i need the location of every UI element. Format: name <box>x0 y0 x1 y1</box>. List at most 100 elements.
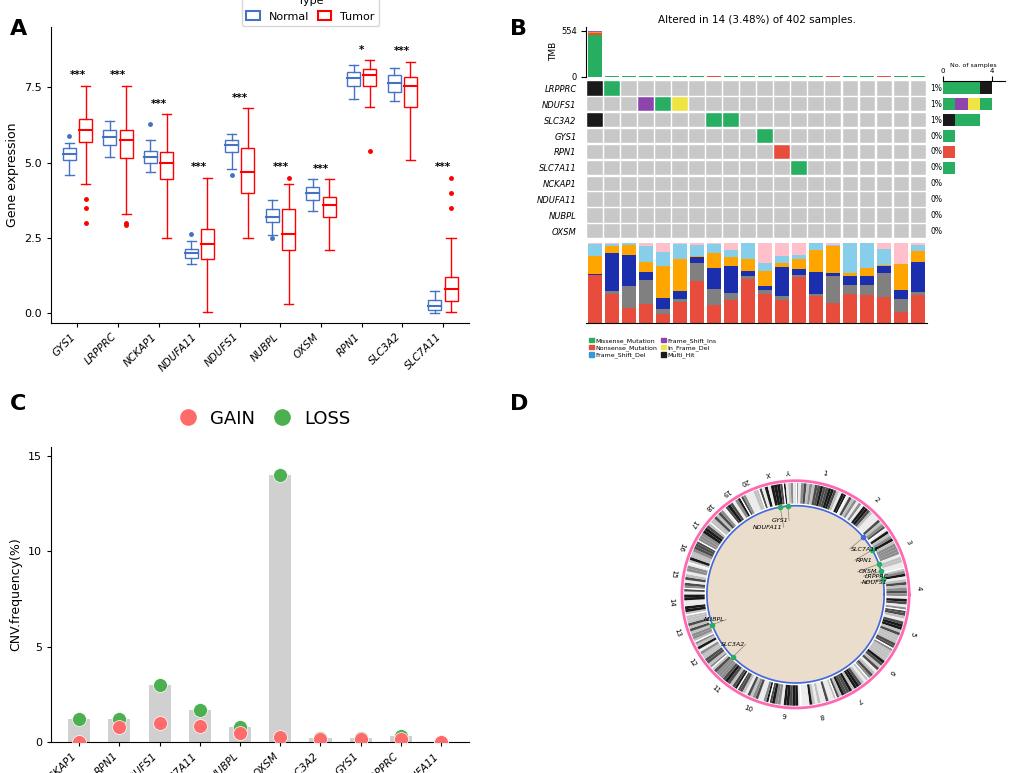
Text: NDUFA11: NDUFA11 <box>752 525 782 530</box>
Bar <box>791 259 806 269</box>
Polygon shape <box>771 683 777 703</box>
Polygon shape <box>799 483 803 504</box>
Polygon shape <box>704 527 722 542</box>
Text: 1%: 1% <box>929 100 942 109</box>
Polygon shape <box>835 494 846 513</box>
Polygon shape <box>808 684 814 704</box>
Bar <box>638 192 653 206</box>
Polygon shape <box>819 681 827 701</box>
Bar <box>723 292 738 300</box>
Bar <box>791 176 806 191</box>
Polygon shape <box>684 585 704 590</box>
Bar <box>757 176 772 191</box>
Polygon shape <box>697 637 716 649</box>
Bar <box>740 81 755 96</box>
Bar <box>201 229 214 259</box>
Bar <box>842 224 857 239</box>
Bar <box>638 280 652 305</box>
Bar <box>689 281 703 322</box>
Point <box>151 717 167 729</box>
Polygon shape <box>773 485 780 506</box>
Polygon shape <box>732 669 745 688</box>
Point <box>111 713 127 725</box>
Polygon shape <box>843 670 856 689</box>
Bar <box>428 300 441 311</box>
Polygon shape <box>701 643 719 657</box>
Bar <box>655 298 669 308</box>
Bar <box>654 161 669 175</box>
Bar <box>910 244 924 251</box>
Polygon shape <box>734 670 747 690</box>
Polygon shape <box>880 624 900 633</box>
Bar <box>824 129 840 143</box>
Polygon shape <box>884 608 905 613</box>
Bar <box>979 98 991 111</box>
Bar <box>655 252 669 266</box>
Polygon shape <box>841 672 854 690</box>
Title: Altered in 14 (3.48%) of 402 samples.: Altered in 14 (3.48%) of 402 samples. <box>657 15 855 25</box>
Bar <box>638 305 652 322</box>
Polygon shape <box>783 483 787 504</box>
Bar <box>875 192 891 206</box>
Polygon shape <box>684 601 704 606</box>
Bar <box>706 244 720 254</box>
Polygon shape <box>847 502 860 521</box>
Polygon shape <box>693 631 712 642</box>
Polygon shape <box>688 560 708 568</box>
Bar <box>622 243 636 244</box>
Text: 9: 9 <box>781 714 786 721</box>
Polygon shape <box>690 625 710 634</box>
Polygon shape <box>866 649 883 663</box>
Bar <box>791 81 806 96</box>
Polygon shape <box>854 662 870 679</box>
Bar <box>773 176 789 191</box>
Polygon shape <box>879 625 899 635</box>
Bar <box>654 224 669 239</box>
Polygon shape <box>686 611 706 618</box>
Bar <box>706 192 721 206</box>
Bar <box>808 81 823 96</box>
Text: 13: 13 <box>673 628 682 638</box>
Bar <box>824 224 840 239</box>
Bar <box>757 145 772 159</box>
Polygon shape <box>849 505 863 523</box>
Text: 0%: 0% <box>929 179 942 188</box>
Bar <box>706 97 721 111</box>
Bar <box>893 264 908 290</box>
Polygon shape <box>811 485 817 506</box>
Bar <box>269 475 291 742</box>
Text: 6: 6 <box>887 669 895 676</box>
Bar <box>673 243 687 259</box>
Bar <box>773 209 789 223</box>
Polygon shape <box>875 635 895 646</box>
Bar <box>740 280 754 322</box>
Polygon shape <box>729 668 743 686</box>
Polygon shape <box>815 683 822 703</box>
Bar <box>893 145 908 159</box>
Bar <box>808 296 822 322</box>
Polygon shape <box>859 516 875 532</box>
Polygon shape <box>713 516 731 532</box>
Polygon shape <box>739 673 751 692</box>
Bar <box>979 83 991 94</box>
Polygon shape <box>780 684 785 705</box>
Bar <box>740 224 755 239</box>
Bar <box>119 130 132 158</box>
Bar <box>622 255 636 286</box>
Bar <box>672 97 687 111</box>
Text: OXSM: OXSM <box>858 569 876 574</box>
Polygon shape <box>788 483 791 504</box>
Text: 10: 10 <box>742 704 752 713</box>
Bar <box>672 113 687 128</box>
Polygon shape <box>691 551 711 561</box>
Point <box>71 713 88 725</box>
Polygon shape <box>793 483 795 503</box>
Bar <box>859 224 874 239</box>
Bar <box>808 145 823 159</box>
Polygon shape <box>879 554 900 564</box>
Bar <box>621 176 636 191</box>
Bar <box>842 285 857 294</box>
Polygon shape <box>688 563 708 570</box>
Polygon shape <box>817 486 825 507</box>
Polygon shape <box>686 571 706 577</box>
